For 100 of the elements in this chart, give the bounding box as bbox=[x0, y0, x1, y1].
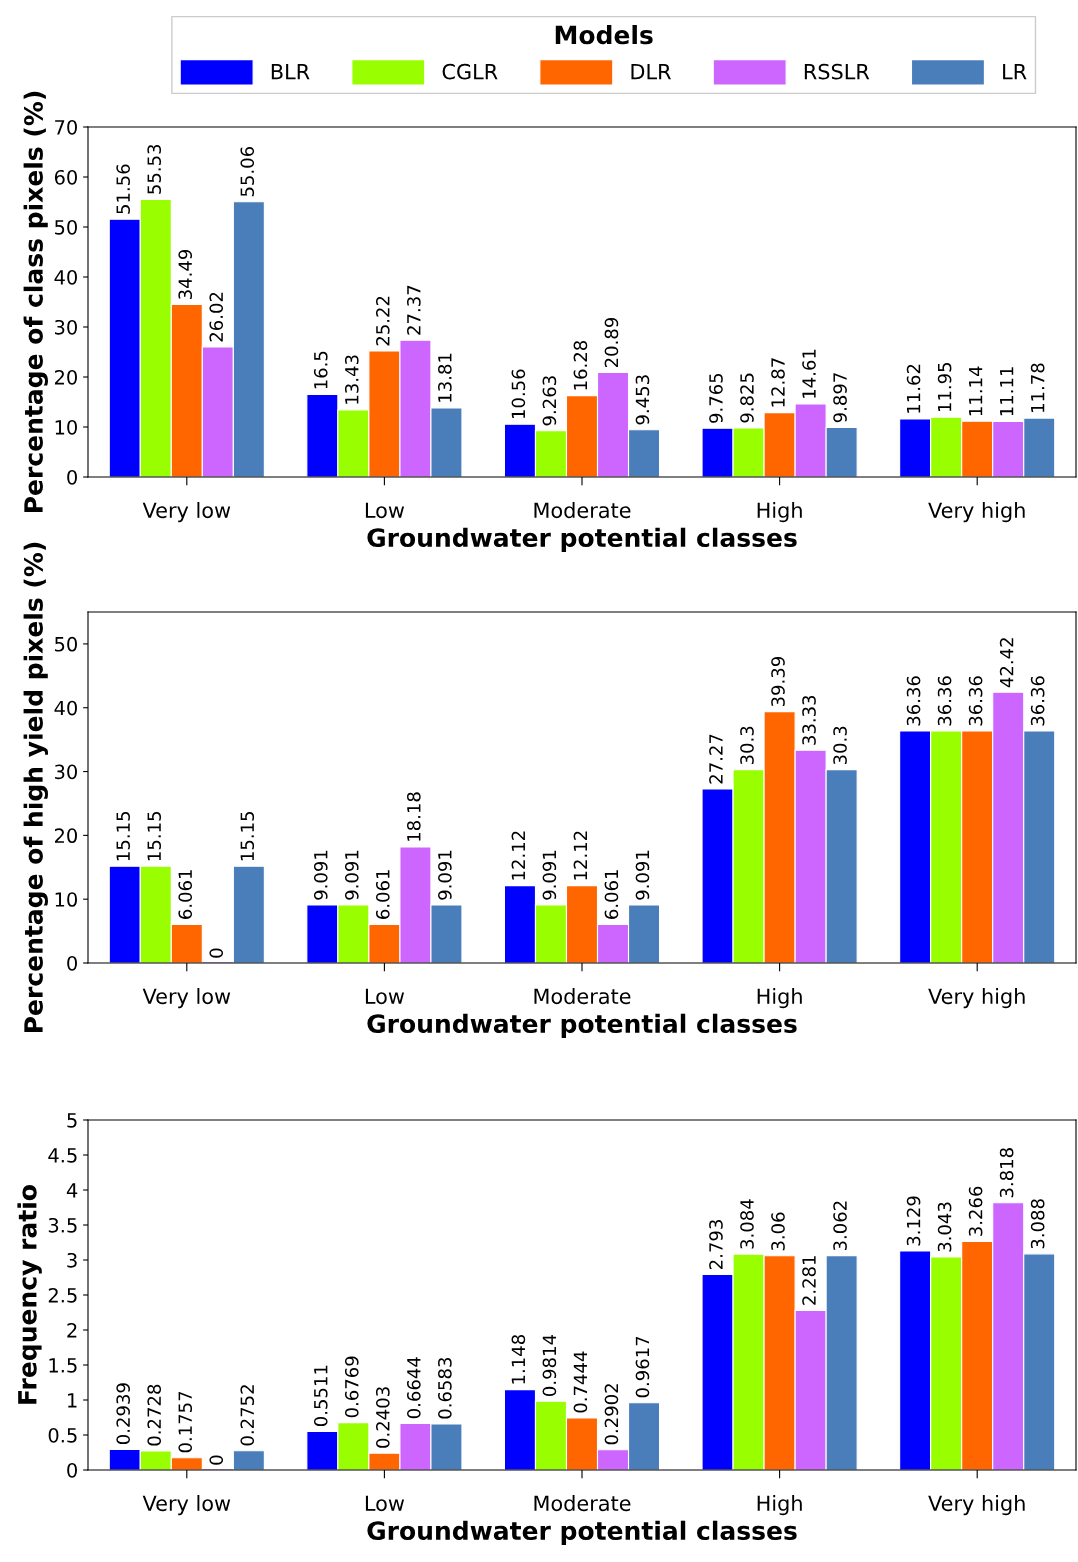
y-tick-label: 3 bbox=[67, 1252, 77, 1268]
y-tick-label: 10 bbox=[55, 892, 77, 907]
data-label: 34.49 bbox=[178, 249, 193, 300]
y-tick-label: 10 bbox=[55, 419, 77, 435]
data-label: 0.6644 bbox=[407, 1357, 421, 1419]
x-tick-label: Low bbox=[365, 502, 405, 519]
data-label: 0.9617 bbox=[635, 1336, 650, 1398]
x-tick-label: Moderate bbox=[534, 502, 631, 519]
data-label: 16.5 bbox=[313, 351, 328, 389]
data-label: 2.793 bbox=[709, 1220, 723, 1269]
y-tick-label: 4 bbox=[66, 1183, 78, 1198]
data-label: 26.02 bbox=[209, 292, 224, 342]
data-label: 55.06 bbox=[240, 146, 255, 197]
data-label: 11.95 bbox=[937, 362, 952, 412]
x-tick-label: Very high bbox=[928, 1495, 1025, 1516]
data-label: 0.9814 bbox=[542, 1334, 557, 1396]
data-label: 9.825 bbox=[740, 373, 754, 423]
data-label: 3.266 bbox=[968, 1186, 983, 1236]
legend-label: BLR bbox=[271, 64, 310, 80]
data-label: 13.43 bbox=[344, 355, 359, 404]
y-tick-label: 70 bbox=[55, 119, 77, 135]
data-label: 11.62 bbox=[906, 364, 921, 413]
data-label: 3.06 bbox=[771, 1212, 785, 1251]
y-tick-label: 60 bbox=[54, 169, 77, 185]
data-label: 36.36 bbox=[1030, 676, 1045, 726]
data-label: 2.281 bbox=[802, 1256, 816, 1305]
y-tick-label: 50 bbox=[55, 219, 77, 235]
y-tick-label: 40 bbox=[54, 700, 77, 716]
data-label: 9.091 bbox=[313, 850, 328, 900]
data-label: 12.87 bbox=[771, 358, 785, 407]
data-label: 1.148 bbox=[511, 1335, 526, 1384]
data-label: 0.2728 bbox=[147, 1384, 162, 1446]
data-label: 10.56 bbox=[511, 369, 526, 419]
data-label: 9.091 bbox=[438, 850, 452, 900]
data-label: 11.11 bbox=[1000, 367, 1014, 416]
x-tick-label: Very low bbox=[142, 502, 231, 523]
data-label: 30.3 bbox=[833, 726, 847, 765]
data-label: 51.56 bbox=[116, 164, 130, 214]
data-label: 9.897 bbox=[833, 373, 847, 423]
data-label: 27.37 bbox=[407, 285, 421, 335]
data-label: 3.818 bbox=[999, 1148, 1014, 1198]
data-label: 9.765 bbox=[709, 373, 723, 423]
data-label: 3.129 bbox=[906, 1196, 921, 1246]
x-tick-label: Moderate bbox=[534, 988, 631, 1005]
x-tick-label: High bbox=[757, 502, 802, 523]
data-label: 15.15 bbox=[116, 812, 130, 861]
legend-label: LR bbox=[1003, 64, 1027, 80]
data-label: 0.6769 bbox=[344, 1356, 359, 1418]
data-label: 9.091 bbox=[344, 850, 359, 900]
data-label: 9.091 bbox=[542, 850, 557, 900]
y-tick-label: 1 bbox=[68, 1393, 77, 1408]
y-axis-title: Percentage of class pixels (%) bbox=[23, 91, 48, 513]
y-tick-label: 2.5 bbox=[48, 1287, 77, 1303]
data-label: 0.6583 bbox=[438, 1358, 452, 1419]
data-label: 55.53 bbox=[147, 144, 162, 194]
data-label: 9.263 bbox=[542, 376, 557, 426]
data-label: 0.2752 bbox=[240, 1385, 255, 1446]
y-tick-label: 30 bbox=[55, 764, 77, 780]
data-label: 6.061 bbox=[178, 870, 193, 919]
legend-title: Models bbox=[555, 25, 653, 45]
data-label: 9.453 bbox=[635, 375, 650, 425]
y-tick-label: 4.5 bbox=[48, 1148, 77, 1163]
data-label: 12.12 bbox=[511, 831, 525, 880]
data-label: 3.084 bbox=[740, 1199, 754, 1249]
y-tick-label: 1.5 bbox=[49, 1358, 77, 1373]
data-label: 39.39 bbox=[771, 657, 785, 707]
data-label: 36.36 bbox=[968, 676, 983, 726]
data-label: 18.18 bbox=[407, 792, 421, 841]
x-axis-title: Groundwater potential classes bbox=[367, 1520, 797, 1545]
data-label: 0.1757 bbox=[178, 1391, 193, 1453]
y-tick-label: 0.5 bbox=[48, 1427, 77, 1443]
legend-label: RSSLR bbox=[804, 63, 870, 80]
y-tick-label: 0 bbox=[67, 955, 77, 971]
data-label: 11.78 bbox=[1030, 363, 1045, 412]
x-tick-label: High bbox=[757, 1495, 802, 1516]
data-label: 20.89 bbox=[604, 317, 619, 368]
data-label: 30.3 bbox=[740, 726, 754, 765]
x-tick-label: Very high bbox=[928, 988, 1025, 1009]
data-label: 3.088 bbox=[1030, 1199, 1045, 1249]
data-label: 6.061 bbox=[375, 870, 390, 919]
data-label: 0.7444 bbox=[573, 1351, 588, 1413]
x-tick-label: Moderate bbox=[534, 1495, 631, 1512]
y-tick-label: 3.5 bbox=[48, 1217, 77, 1233]
data-label: 13.81 bbox=[438, 353, 452, 402]
y-tick-label: 40 bbox=[54, 269, 77, 285]
data-label: 0.2403 bbox=[375, 1387, 390, 1448]
y-tick-label: 2 bbox=[67, 1322, 77, 1338]
y-tick-label: 30 bbox=[55, 319, 77, 335]
data-label: 25.22 bbox=[375, 296, 390, 346]
data-label: 3.062 bbox=[833, 1201, 847, 1251]
x-tick-label: Very low bbox=[142, 1495, 231, 1516]
data-label: 3.043 bbox=[937, 1202, 952, 1252]
x-tick-label: Low bbox=[365, 988, 405, 1005]
x-tick-label: Very high bbox=[928, 502, 1025, 523]
data-label: 14.61 bbox=[802, 349, 816, 398]
x-axis-title: Groundwater potential classes bbox=[367, 1013, 797, 1038]
y-tick-label: 0 bbox=[67, 1462, 77, 1478]
x-axis-title: Groundwater potential classes bbox=[367, 527, 797, 552]
data-label: 0 bbox=[209, 1455, 224, 1465]
data-label: 0.2902 bbox=[604, 1384, 619, 1445]
